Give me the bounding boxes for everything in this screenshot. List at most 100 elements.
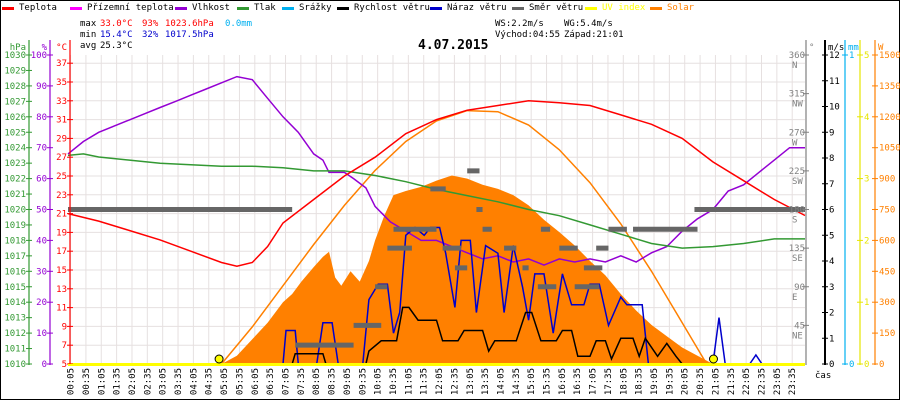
wind-direction-mark bbox=[387, 245, 412, 251]
wind-direction-mark bbox=[375, 284, 388, 290]
x-tick-label: 02:05 bbox=[128, 368, 138, 395]
axis-tick-label: 37 bbox=[56, 59, 67, 69]
axis-tick-label: 0 bbox=[879, 360, 884, 370]
legend-item[interactable]: Srážky bbox=[282, 3, 332, 13]
legend-swatch bbox=[282, 6, 294, 10]
x-tick-label: 20:35 bbox=[696, 368, 706, 395]
wind-direction-mark bbox=[633, 226, 698, 232]
axis-tick-label: 1029 bbox=[4, 66, 26, 76]
axis-tick-label: 8 bbox=[829, 154, 834, 164]
wind-direction-mark bbox=[559, 245, 578, 251]
x-tick-label: 05:05 bbox=[220, 368, 230, 395]
stats-min-pressure: 1017.5hPa bbox=[165, 30, 214, 40]
axis-tick-label: 225 bbox=[789, 167, 805, 177]
x-tick-label: 00:35 bbox=[82, 368, 92, 395]
legend-item[interactable]: Přízemní teplota bbox=[70, 3, 174, 13]
axis-tick-label: 1350 bbox=[879, 82, 900, 92]
legend-label: Náraz větru bbox=[447, 3, 507, 13]
x-tick-label: 22:35 bbox=[757, 368, 767, 395]
axis-unit-hpa: hPa bbox=[10, 43, 26, 53]
wind-direction-mark bbox=[522, 265, 529, 271]
wind-direction-mark bbox=[694, 207, 805, 212]
axis-tick-label: 7 bbox=[829, 180, 834, 190]
legend-item[interactable]: Solar bbox=[650, 3, 694, 13]
legend-item[interactable]: Vlhkost bbox=[175, 3, 230, 13]
axis-tick-label: 3 bbox=[864, 175, 869, 185]
axis-tick-label: 45 bbox=[794, 321, 805, 331]
axis-tick-label: 1200 bbox=[879, 113, 900, 123]
axis-unit-ms: m/s bbox=[828, 43, 844, 53]
legend-item[interactable]: UV index bbox=[585, 3, 645, 13]
x-tick-label: 03:05 bbox=[159, 368, 169, 395]
x-tick-label: 10:35 bbox=[389, 368, 399, 395]
axis-tick-label: 1012 bbox=[4, 329, 26, 339]
legend-item[interactable]: Tlak bbox=[237, 3, 276, 13]
axis-tick-label: 0 bbox=[42, 360, 47, 370]
axis-tick-label: 1 bbox=[864, 298, 869, 308]
series-line-tlak bbox=[67, 153, 805, 249]
x-tick-label: 04:05 bbox=[189, 368, 199, 395]
axis-tick-label: 1030 bbox=[4, 51, 26, 61]
wind-direction-mark bbox=[476, 207, 483, 212]
wind-direction-mark bbox=[454, 265, 468, 271]
axis-unit-deg: ° bbox=[809, 43, 814, 53]
axis-tick-label: 5 bbox=[829, 231, 834, 241]
legend-item[interactable]: Směr větru bbox=[512, 3, 583, 13]
x-tick-label: 04:35 bbox=[205, 368, 215, 395]
x-tick-label: 13:05 bbox=[466, 368, 476, 395]
x-tick-label: 10:05 bbox=[374, 368, 384, 395]
axis-direction-label: NE bbox=[792, 331, 803, 341]
stats-rain: 0.0mm bbox=[225, 19, 253, 29]
axis-tick-label: 1 bbox=[829, 334, 834, 344]
axis-direction-label: SW bbox=[792, 177, 803, 187]
axis-tick-label: 21 bbox=[56, 210, 67, 220]
wind-direction-mark bbox=[574, 284, 600, 290]
axis-tick-label: 1050 bbox=[879, 144, 900, 154]
x-tick-label: 11:05 bbox=[404, 368, 414, 395]
axis-tick-label: 6 bbox=[829, 206, 834, 216]
wind-direction-mark bbox=[537, 284, 557, 290]
stats-sunrise: Východ:04:55 bbox=[495, 30, 561, 40]
axis-tick-label: 1011 bbox=[4, 345, 26, 355]
stats-min-label: min bbox=[80, 30, 97, 40]
legend-item[interactable]: Náraz větru bbox=[430, 3, 507, 13]
x-tick-label: 18:35 bbox=[635, 368, 645, 395]
x-tick-label: 12:05 bbox=[435, 368, 445, 395]
chart-title: 4.07.2015 bbox=[418, 38, 489, 53]
x-tick-label: 07:05 bbox=[282, 368, 292, 395]
axis-tick-label: 10 bbox=[36, 329, 47, 339]
axis-tick-label: 30 bbox=[36, 267, 47, 277]
stats-wind-speed: WS:2.2m/s bbox=[495, 19, 544, 29]
x-tick-label: 00:05 bbox=[67, 368, 77, 395]
x-tick-label: 03:35 bbox=[174, 368, 184, 395]
x-tick-label: 14:35 bbox=[512, 368, 522, 395]
legend-swatch bbox=[512, 6, 524, 10]
legend-item[interactable]: Teplota bbox=[2, 3, 57, 13]
legend-label: Solar bbox=[667, 3, 695, 13]
axis-tick-label: 1028 bbox=[4, 82, 26, 92]
x-tick-label: 05:35 bbox=[235, 368, 245, 395]
axis-tick-label: 2 bbox=[864, 236, 869, 246]
legend-item[interactable]: Rychlost větru bbox=[337, 3, 430, 13]
axis-tick-label: 1016 bbox=[4, 267, 26, 277]
x-tick-label: 22:05 bbox=[742, 368, 752, 395]
axis-tick-label: 11 bbox=[56, 304, 67, 314]
axis-tick-label: 13 bbox=[56, 285, 67, 295]
axis-tick-label: 0 bbox=[849, 360, 854, 370]
x-tick-label: 06:05 bbox=[251, 368, 261, 395]
series-line-rychlost-v-tru bbox=[68, 306, 805, 365]
legend-label: Vlhkost bbox=[192, 3, 230, 13]
legend-label: Směr větru bbox=[529, 3, 584, 13]
axis-tick-label: 300 bbox=[879, 298, 895, 308]
x-tick-label: 02:35 bbox=[143, 368, 153, 395]
legend-label: Přízemní teplota bbox=[87, 3, 174, 13]
stats-max-pressure: 1023.6hPa bbox=[165, 19, 214, 29]
axis-tick-label: 11 bbox=[829, 77, 840, 87]
stats-max-temp: 33.0°C bbox=[100, 19, 133, 29]
stats-sunset: Západ:21:01 bbox=[564, 30, 624, 40]
axis-tick-label: 10 bbox=[829, 103, 840, 113]
legend-label: Tlak bbox=[254, 3, 276, 13]
axis-tick-label: 1019 bbox=[4, 221, 26, 231]
x-tick-label: 07:35 bbox=[297, 368, 307, 395]
legend-swatch bbox=[337, 6, 349, 10]
